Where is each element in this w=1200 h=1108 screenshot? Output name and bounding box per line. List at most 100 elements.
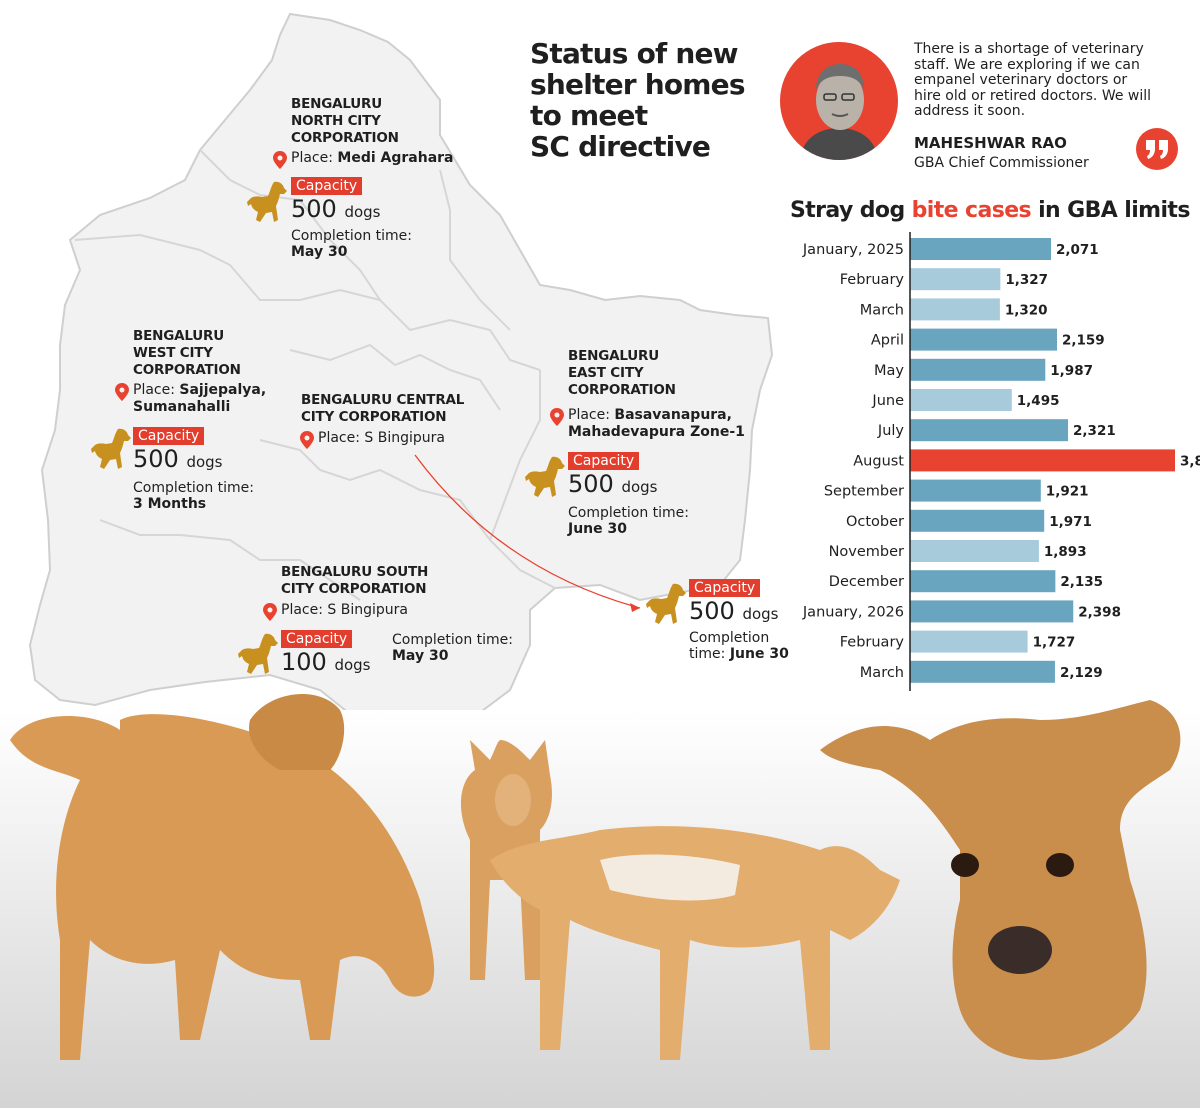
completion-value: June 30 (729, 646, 789, 662)
value-label: 1,893 (1044, 544, 1087, 560)
bar-7 (910, 449, 1175, 472)
corp-name: BENGALURU SOUTH CITY CORPORATION (281, 564, 481, 598)
completion-line: time: June 30 (689, 646, 809, 662)
chart-title-highlight: bite cases (911, 198, 1032, 223)
title-line: to meet (530, 99, 648, 132)
place-value: Mahadevapura Zone-1 (568, 424, 745, 440)
category-label: April (871, 333, 904, 349)
chart-title-prefix: Stray dog (790, 198, 905, 223)
bar-10 (910, 540, 1039, 562)
capacity-unit: dogs (334, 656, 371, 674)
corp-east: BENGALURU EAST CITY CORPORATION (568, 348, 768, 399)
corp-west-details: Place: Sajjepalya, Sumanahalli (115, 382, 315, 416)
value-label: 3,892 (1180, 453, 1200, 469)
bar-8 (910, 479, 1041, 502)
corp-name-line: NORTH CITY (291, 113, 381, 129)
corp-south-details: Place: S Bingipura (263, 602, 463, 621)
completion-value: May 30 (392, 648, 449, 664)
bar-1 (910, 268, 1001, 291)
value-label: 2,129 (1060, 665, 1103, 681)
title-line: shelter homes (530, 68, 746, 101)
completion-value: 3 Months (133, 496, 207, 512)
completion-value: May 30 (291, 244, 348, 260)
category-label: February (840, 635, 905, 651)
category-label: December (829, 574, 904, 590)
quote-author-name: MAHESHWAR RAO (914, 134, 1067, 152)
capacity-number: 500 (291, 195, 337, 223)
place-value: S Bingipura (327, 602, 408, 618)
location-pin-icon (550, 408, 564, 426)
bar-13 (910, 630, 1028, 653)
stray-dogs-photo (0, 693, 1200, 1108)
corp-south-capacity: Capacity 100 dogs (281, 630, 391, 679)
corp-west-capacity: Capacity 500 dogs Completion time: 3 Mon… (133, 427, 313, 512)
value-label: 2,159 (1062, 333, 1105, 349)
corp-north-capacity: Capacity 500 dogs Completion time: May 3… (291, 177, 471, 260)
capacity-number: 500 (689, 597, 735, 625)
bar-9 (910, 509, 1045, 532)
value-label: 1,987 (1050, 363, 1093, 379)
arrow-head-icon (630, 603, 640, 612)
corp-central: BENGALURU CENTRAL CITY CORPORATION (301, 392, 501, 426)
completion-value: June 30 (568, 521, 627, 537)
bar-2 (910, 298, 1000, 321)
dog-photo-1 (10, 693, 435, 1060)
bite-cases-bar-chart: January, 2025 2,071 February 1,327 March 1,32… (802, 232, 1200, 691)
chart-title-suffix: in GBA limits (1038, 198, 1190, 223)
corp-name-line: CORPORATION (291, 130, 399, 146)
completion-label: Completion time: (568, 505, 689, 521)
dog-icon (238, 633, 278, 674)
corp-central-capacity: Capacity 500 dogs Completion time: June … (689, 579, 809, 662)
capacity-badge: Capacity (568, 452, 640, 470)
capacity-badge: Capacity (291, 177, 363, 195)
bar-5 (910, 389, 1012, 411)
completion-label: Completion time: (392, 632, 513, 648)
completion-label: Completion time: (133, 480, 254, 496)
dog-photo-4 (820, 700, 1181, 1060)
quote-mark-icon (1136, 128, 1178, 170)
location-pin-icon (300, 431, 314, 449)
person-icon (800, 64, 878, 160)
corp-east-details: Place: Basavanapura, Mahadevapura Zone-1 (550, 407, 760, 441)
corp-name: BENGALURU EAST CITY CORPORATION (568, 348, 768, 399)
bar-0 (910, 238, 1052, 260)
value-label: 1,327 (1005, 272, 1048, 288)
portrait-photo (780, 42, 898, 160)
corp-name-line: BENGALURU (133, 328, 224, 344)
bar-14 (910, 660, 1055, 683)
corp-name-line: EAST CITY (568, 365, 644, 381)
quote-line: empanel veterinary doctors or (914, 72, 1128, 88)
place-value: Basavanapura, (614, 407, 732, 423)
capacity-value: 500 dogs (689, 597, 809, 628)
corp-north: BENGALURU NORTH CITY CORPORATION (291, 96, 491, 147)
corp-north-details: Place: Medi Agrahara (273, 150, 473, 169)
corp-name-line: CORPORATION (568, 382, 676, 398)
quote-author-role: GBA Chief Commissioner (914, 155, 1089, 171)
bar-3 (910, 328, 1058, 351)
category-label: March (860, 665, 904, 681)
value-label: 1,320 (1005, 302, 1048, 318)
dog-icon (646, 583, 686, 624)
dog-photo-3 (490, 826, 900, 1060)
location-pin-icon (263, 603, 277, 621)
value-label: 2,071 (1056, 242, 1099, 258)
place-value: S Bingipura (364, 430, 445, 446)
corp-name: BENGALURU WEST CITY CORPORATION (133, 328, 333, 379)
value-label: 2,398 (1078, 604, 1121, 620)
bar-4 (910, 358, 1046, 381)
category-label: November (829, 544, 904, 560)
category-label: March (860, 302, 904, 318)
corp-east-capacity: Capacity 500 dogs Completion time: June … (568, 452, 748, 537)
location-pin-icon (273, 151, 287, 169)
category-label: September (824, 484, 904, 500)
gba-map-outline (28, 12, 774, 730)
place-label: Place: (568, 407, 610, 423)
value-label: 2,321 (1073, 423, 1116, 439)
category-label: June (871, 393, 904, 409)
value-label: 1,921 (1046, 484, 1089, 500)
capacity-badge: Capacity (281, 630, 353, 648)
corp-name-line: BENGALURU (291, 96, 382, 112)
bar-6 (910, 419, 1069, 442)
completion-label: Completion time: (291, 228, 412, 244)
quote-line: staff. We are exploring if we can (914, 56, 1140, 73)
